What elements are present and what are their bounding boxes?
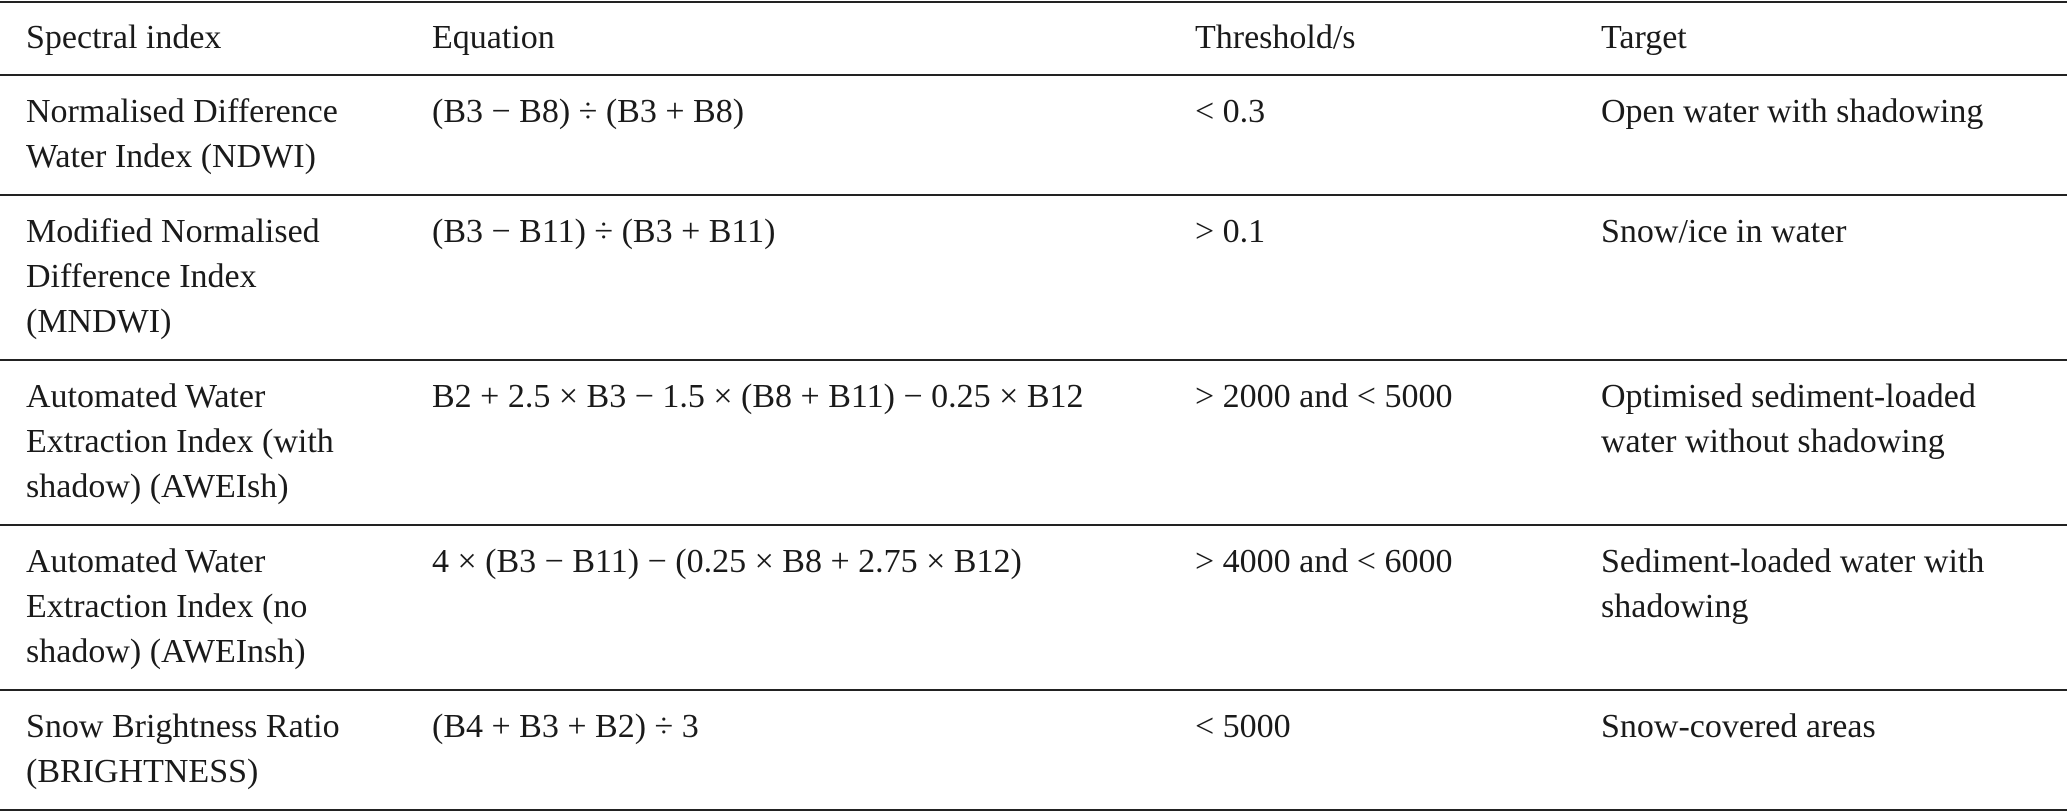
table-cell: < 0.3 [1195,75,1601,195]
cell-line: Snow Brightness Ratio [26,708,340,745]
cell-line: > 4000 and < 6000 [1195,543,1453,580]
table-cell: Open water with shadowing [1601,75,2067,195]
table-row: Normalised Difference Water Index (NDWI) (… [0,75,2067,195]
cell-line: Snow/ice in water [1601,213,1847,250]
table-cell: Optimised sediment-loaded water without s… [1601,360,2067,525]
cell-line: > 2000 and < 5000 [1195,378,1453,415]
cell-line: Modified Normalised [26,213,320,250]
table-row: Snow Brightness Ratio (BRIGHTNESS) (B4 + B… [0,690,2067,810]
table-row: Automated Water Extraction Index (no shado… [0,525,2067,690]
cell-line: shadow) (AWEInsh) [26,633,306,670]
header-cell: Threshold/s [1195,19,1356,56]
table-row: Modified Normalised Difference Index (MNDW… [0,195,2067,360]
header-cell: Target [1601,19,1687,56]
cell-line: Extraction Index (with [26,423,334,460]
cell-line: B2 + 2.5 × B3 − 1.5 × (B8 + B11) − 0.25 … [432,378,1084,415]
cell-line: Automated Water [26,378,266,415]
table-cell: Normalised Difference Water Index (NDWI) [0,75,432,195]
cell-line: (B4 + B3 + B2) ÷ 3 [432,708,699,745]
header-cell: Spectral index [26,19,222,56]
table-cell: > 4000 and < 6000 [1195,525,1601,690]
cell-line: Automated Water [26,543,266,580]
table-cell: Snow/ice in water [1601,195,2067,360]
table-cell: Snow Brightness Ratio (BRIGHTNESS) [0,690,432,810]
table-cell: (B3 − B11) ÷ (B3 + B11) [432,195,1195,360]
header-row: Spectral index Equation Threshold/s Target [0,2,2067,75]
table-cell: > 0.1 [1195,195,1601,360]
table-cell: B2 + 2.5 × B3 − 1.5 × (B8 + B11) − 0.25 … [432,360,1195,525]
cell-line: Open water with shadowing [1601,93,1984,130]
table-row: Automated Water Extraction Index (with sha… [0,360,2067,525]
cell-line: Sediment-loaded water with [1601,543,1985,580]
table-cell: (B4 + B3 + B2) ÷ 3 [432,690,1195,810]
header-cell: Equation [432,19,555,56]
table-cell: 4 × (B3 − B11) − (0.25 × B8 + 2.75 × B12… [432,525,1195,690]
table-cell: Snow-covered areas [1601,690,2067,810]
table-cell: (B3 − B8) ÷ (B3 + B8) [432,75,1195,195]
cell-line: < 0.3 [1195,93,1266,130]
cell-line: water without shadowing [1601,423,1945,460]
table-cell: Automated Water Extraction Index (no shado… [0,525,432,690]
cell-line: Normalised Difference [26,93,338,130]
table-cell: < 5000 [1195,690,1601,810]
cell-line: (MNDWI) [26,303,172,340]
cell-line: < 5000 [1195,708,1291,745]
cell-line: Difference Index [26,258,257,295]
table-cell: > 2000 and < 5000 [1195,360,1601,525]
table-cell: Sediment-loaded water with shadowing [1601,525,2067,690]
table-cell: Modified Normalised Difference Index (MNDW… [0,195,432,360]
cell-line: (B3 − B8) ÷ (B3 + B8) [432,93,745,130]
cell-line: shadowing [1601,588,1749,625]
table-cell: Automated Water Extraction Index (with sha… [0,360,432,525]
cell-line: 4 × (B3 − B11) − (0.25 × B8 + 2.75 × B12… [432,543,1022,580]
cell-line: Optimised sediment-loaded [1601,378,1976,415]
cell-line: Extraction Index (no [26,588,308,625]
cell-line: shadow) (AWEIsh) [26,468,289,505]
cell-line: > 0.1 [1195,213,1266,250]
cell-line: (BRIGHTNESS) [26,753,259,790]
cell-line: Water Index (NDWI) [26,138,316,175]
table-header: Spectral index Equation Threshold/s Target [0,2,2067,75]
table-body: Normalised Difference Water Index (NDWI) (… [0,75,2067,810]
cell-line: Snow-covered areas [1601,708,1876,745]
cell-line: (B3 − B11) ÷ (B3 + B11) [432,213,776,250]
